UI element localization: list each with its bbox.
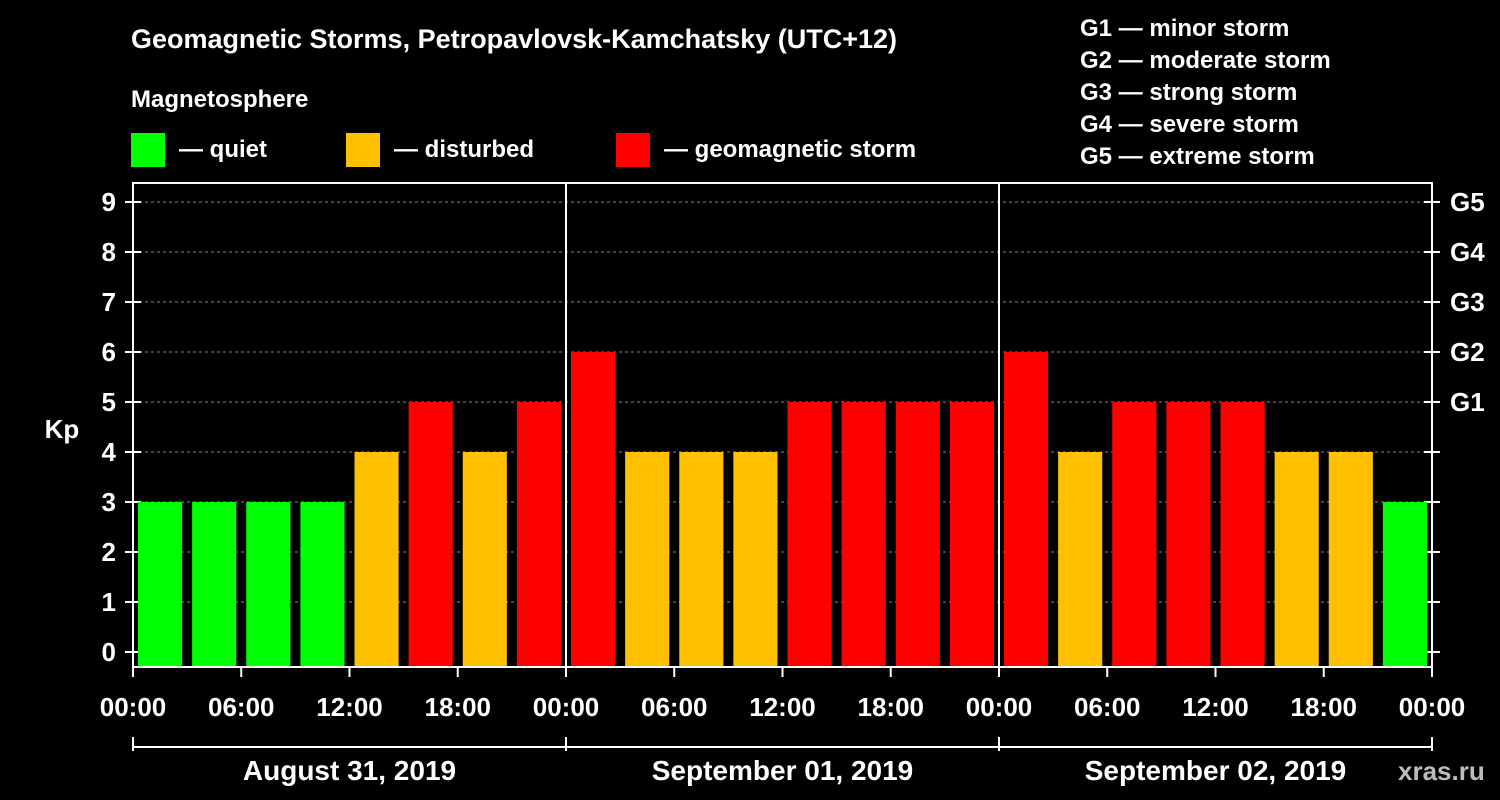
- kp-bar: [516, 402, 561, 666]
- y-tick-label: 0: [102, 637, 116, 667]
- legend-disturbed-label: — disturbed: [394, 136, 535, 163]
- kp-bar: [895, 402, 940, 666]
- kp-bar: [949, 402, 994, 666]
- g-scale-tick-label: G5: [1450, 187, 1485, 217]
- y-tick-label: 7: [102, 287, 116, 317]
- y-axis-label: Kp: [45, 414, 80, 444]
- kp-bar: [733, 452, 778, 666]
- kp-bar: [571, 352, 616, 666]
- g-scale-g5: G5 — extreme storm: [1080, 143, 1315, 170]
- kp-bar: [138, 502, 183, 666]
- kp-bar: [1058, 452, 1103, 666]
- x-tick-label: 18:00: [1291, 692, 1358, 722]
- kp-bar: [1166, 402, 1211, 666]
- kp-bar: [1274, 452, 1319, 666]
- kp-bar: [787, 402, 832, 666]
- g-scale-g3: G3 — strong storm: [1080, 79, 1298, 106]
- kp-bar: [192, 502, 237, 666]
- legend-quiet-swatch: [131, 133, 165, 167]
- kp-bar: [1382, 502, 1427, 666]
- legend-quiet-label: — quiet: [179, 136, 267, 163]
- x-tick-label: 00:00: [100, 692, 167, 722]
- watermark: xras.ru: [1398, 756, 1485, 786]
- legend-storm: — geomagnetic storm: [616, 133, 916, 167]
- y-tick-label: 3: [102, 487, 116, 517]
- day-label: August 31, 2019: [243, 755, 456, 786]
- kp-bar: [354, 452, 399, 666]
- x-tick-label: 18:00: [425, 692, 492, 722]
- chart-title: Geomagnetic Storms, Petropavlovsk-Kamcha…: [131, 24, 898, 54]
- kp-bar: [625, 452, 670, 666]
- kp-bar: [1004, 352, 1049, 666]
- x-tick-label: 18:00: [858, 692, 925, 722]
- g-scale-g2: G2 — moderate storm: [1080, 47, 1331, 74]
- x-tick-label: 12:00: [1182, 692, 1249, 722]
- g-scale-tick-label: G2: [1450, 337, 1485, 367]
- plot-frame: [132, 182, 1433, 668]
- y-tick-label: 5: [102, 387, 116, 417]
- g-scale-g1: G1 — minor storm: [1080, 15, 1290, 42]
- x-tick-label: 12:00: [316, 692, 383, 722]
- day-label: September 02, 2019: [1085, 755, 1347, 786]
- y-tick-label: 9: [102, 187, 116, 217]
- y-tick-label: 4: [102, 437, 117, 467]
- legend-disturbed-swatch: [346, 133, 380, 167]
- legend-storm-label: — geomagnetic storm: [664, 136, 917, 163]
- y-tick-label: 1: [102, 587, 116, 617]
- g-scale-tick-label: G3: [1450, 287, 1485, 317]
- kp-bar: [1220, 402, 1265, 666]
- kp-bar: [1328, 452, 1373, 666]
- kp-bar: [300, 502, 345, 666]
- g-scale-tick-label: G1: [1450, 387, 1485, 417]
- legend-quiet: — quiet: [131, 133, 267, 167]
- g-scale-tick-label: G4: [1450, 237, 1485, 267]
- y-tick-label: 8: [102, 237, 116, 267]
- kp-bar: [408, 402, 453, 666]
- x-tick-label: 00:00: [1399, 692, 1466, 722]
- x-tick-label: 12:00: [749, 692, 816, 722]
- x-tick-label: 06:00: [1074, 692, 1141, 722]
- kp-bar: [841, 402, 886, 666]
- legend-disturbed: — disturbed: [346, 133, 534, 167]
- x-tick-label: 00:00: [966, 692, 1033, 722]
- x-tick-label: 06:00: [208, 692, 275, 722]
- kp-bar: [1112, 402, 1157, 666]
- y-tick-label: 6: [102, 337, 116, 367]
- y-tick-label: 2: [102, 537, 116, 567]
- day-label: September 01, 2019: [652, 755, 914, 786]
- legend-storm-swatch: [616, 133, 650, 167]
- magnetosphere-heading: Magnetosphere: [131, 86, 309, 113]
- kp-bar: [679, 452, 724, 666]
- kp-bar: [246, 502, 291, 666]
- x-tick-label: 00:00: [533, 692, 600, 722]
- x-tick-label: 06:00: [641, 692, 708, 722]
- g-scale-g4: G4 — severe storm: [1080, 111, 1299, 138]
- kp-bar: [462, 452, 507, 666]
